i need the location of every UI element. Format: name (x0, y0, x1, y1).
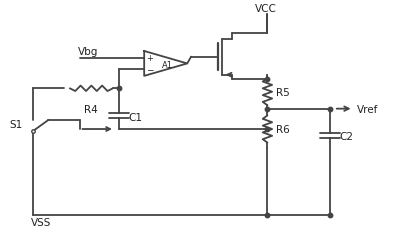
Text: C1: C1 (128, 112, 143, 122)
Text: Vbg: Vbg (78, 47, 98, 57)
Text: R6: R6 (276, 125, 290, 134)
Text: A1: A1 (162, 60, 173, 69)
Text: R4: R4 (84, 105, 98, 115)
Text: R5: R5 (276, 87, 290, 97)
Text: −: − (146, 65, 153, 74)
Text: +: + (146, 54, 153, 63)
Text: VCC: VCC (255, 3, 277, 13)
Text: S1: S1 (10, 120, 23, 130)
Text: Vref: Vref (357, 104, 379, 114)
Text: C2: C2 (340, 131, 354, 141)
Text: VSS: VSS (31, 217, 51, 227)
